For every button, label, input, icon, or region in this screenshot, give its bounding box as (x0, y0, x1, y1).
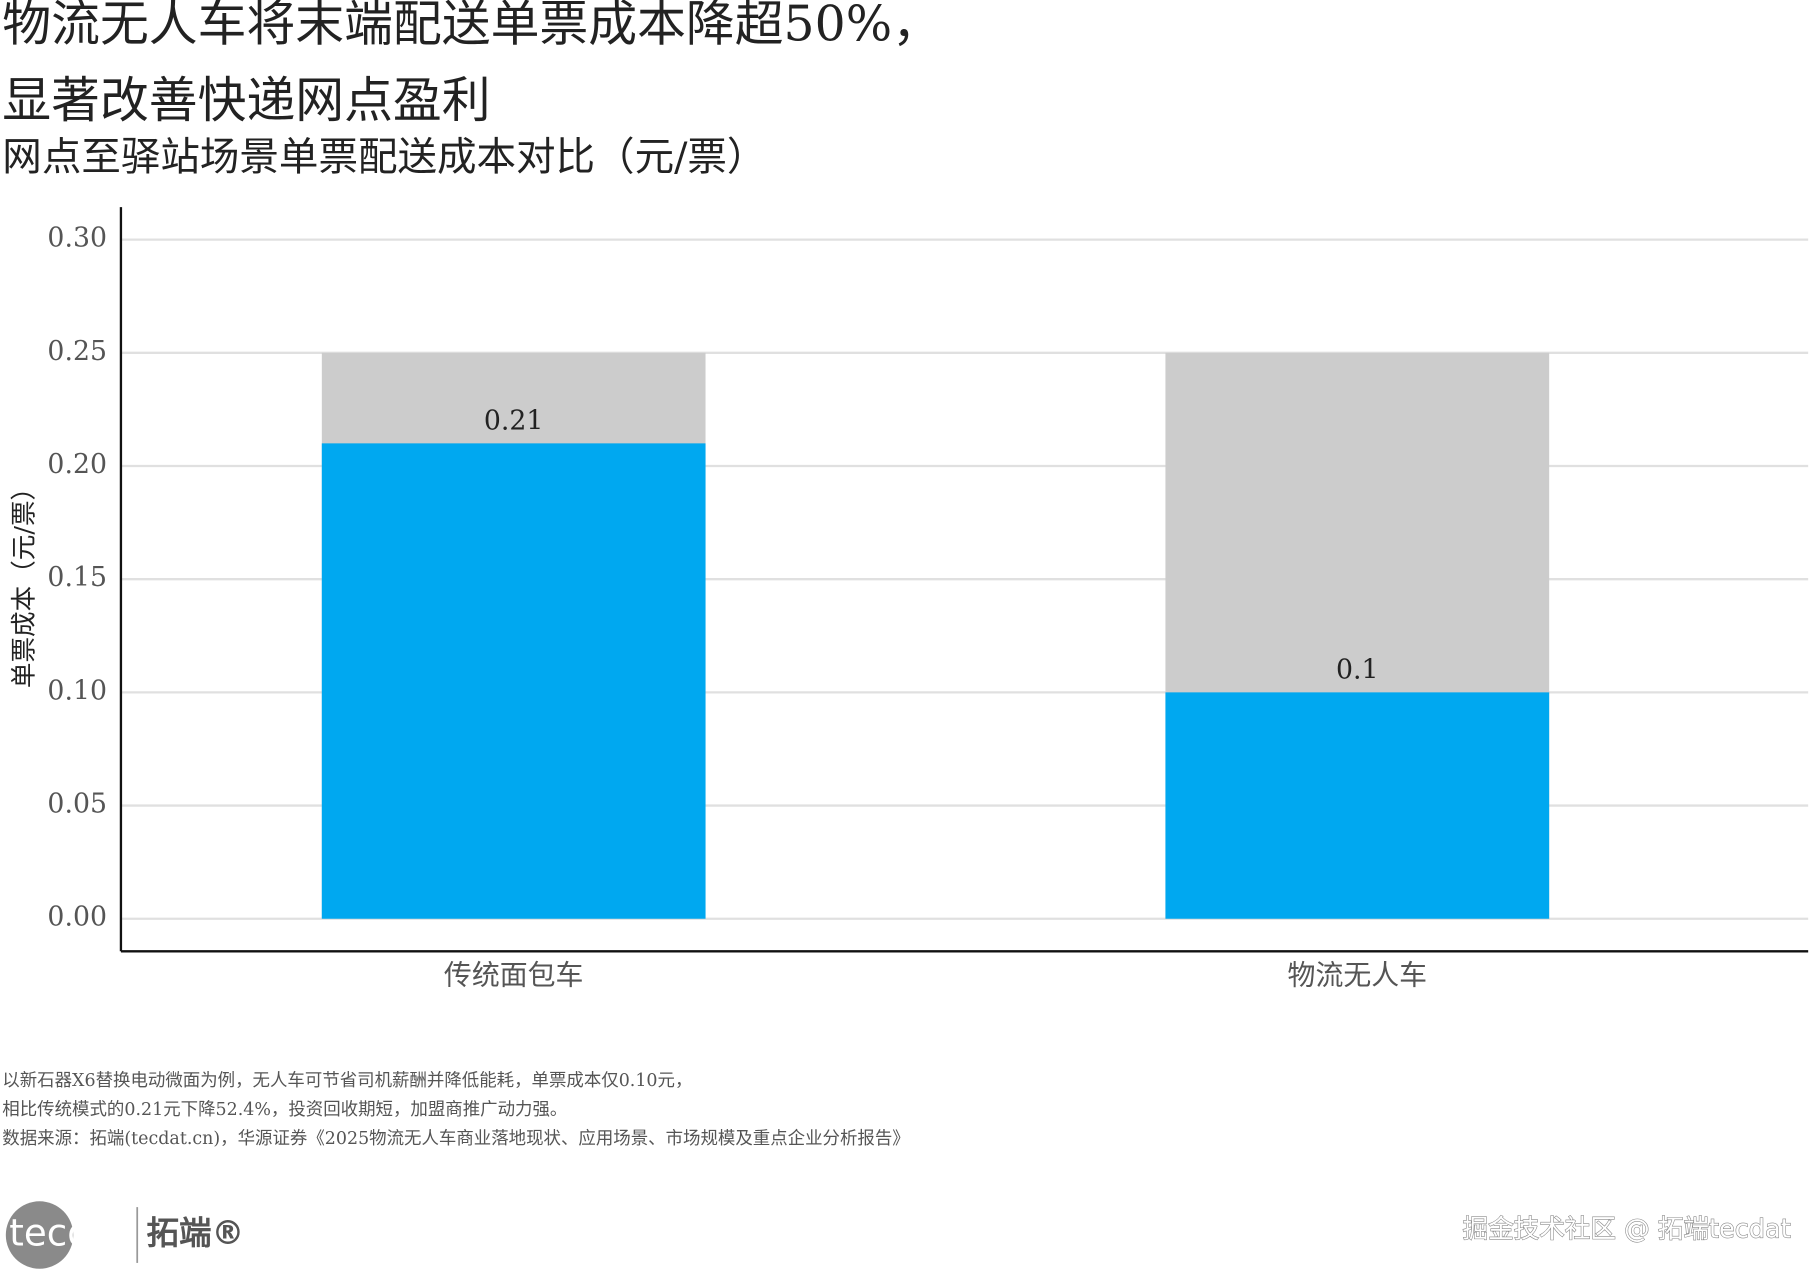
y-tick-label: 0.05 (47, 789, 107, 820)
y-tick-label: 0.00 (47, 902, 107, 933)
watermark: 掘金技术社区 @ 拓端tecdat (1463, 1214, 1791, 1244)
y-tick-label: 0.30 (47, 223, 107, 254)
chart-title: 显著改善快递网点盈利 (2, 72, 490, 129)
y-tick-label: 0.10 (47, 675, 107, 706)
note: 相比传统模式的0.21元下降52.4%，投资回收期短，加盟商推广动力强。 (2, 1100, 567, 1120)
logo-circle (5, 1201, 74, 1269)
logo-cn: 拓端® (147, 1214, 245, 1252)
chart-title: 物流无人车将末端配送单票成本降超50%， (2, 0, 941, 53)
bar (321, 443, 706, 919)
chart-subtitle: 网点至驿站场景单票配送成本对比（元/票） (2, 135, 766, 181)
y-tick-label: 0.25 (47, 336, 107, 367)
y-axis-label: 单票成本（元/票） (10, 475, 40, 688)
data-label: 0.21 (484, 405, 544, 436)
y-tick-label: 0.20 (47, 449, 107, 480)
y-tick-label: 0.15 (47, 562, 107, 593)
note: 数据来源：拓端(tecdat.cn)，华源证券《2025物流无人车商业落地现状、… (2, 1129, 909, 1149)
data-label: 0.1 (1336, 654, 1379, 685)
x-tick-label: 物流无人车 (1288, 958, 1427, 991)
logo: tecdat (9, 1211, 128, 1255)
x-tick-label: 传统面包车 (444, 958, 583, 991)
note: 以新石器X6替换电动微面为例，无人车可节省司机薪酬并降低能耗，单票成本仅0.10… (2, 1071, 692, 1091)
bar (1165, 692, 1550, 919)
